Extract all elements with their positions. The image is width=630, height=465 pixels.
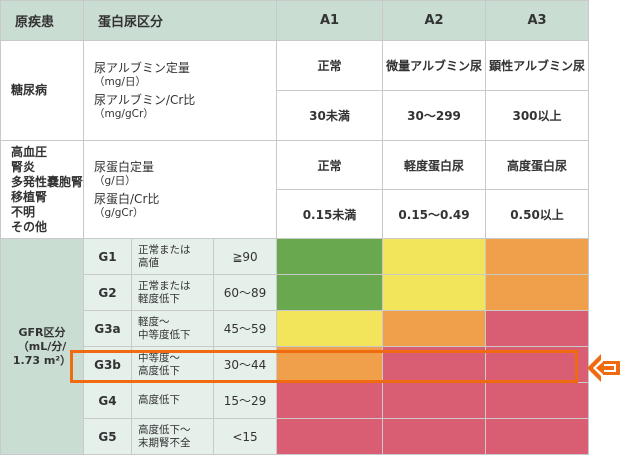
gfr-desc-line2: 末期腎不全	[138, 436, 191, 449]
gfr-desc-line1: 高度低下〜	[138, 423, 191, 436]
gfr-desc-line1: 軽度〜	[138, 315, 170, 328]
gfr-desc-line2: 軽度低下	[138, 292, 181, 305]
other-measure1: 尿蛋白定量	[94, 159, 155, 174]
header-disease: 原疾患	[0, 0, 85, 41]
risk-cell-red	[276, 418, 384, 455]
header-a2: A2	[382, 0, 487, 41]
gfr-row-g5: G5 高度低下〜 末期腎不全 <15	[1, 418, 590, 455]
diabetes-a2-label: 微量アルブミン尿	[382, 40, 487, 91]
gfr-grade: G1	[83, 238, 133, 275]
gfr-grade: G3a	[83, 310, 133, 347]
gfr-desc-line1: 高度低下	[138, 394, 181, 406]
diabetes-a1-label: 正常	[276, 40, 384, 91]
gfr-description: 高度低下〜 末期腎不全	[131, 418, 215, 455]
risk-cell-orange	[485, 274, 590, 311]
diabetes-unit1: （mg/日）	[94, 75, 146, 88]
other-disease-0: 高血圧	[11, 144, 48, 159]
diabetes-measures: 尿アルブミン定量 （mg/日） 尿アルブミン/Cr比 （mg/gCr）	[83, 40, 278, 141]
risk-cell-red	[276, 382, 384, 419]
risk-cell-red	[485, 418, 590, 455]
diabetes-a2-value: 30〜299	[382, 90, 487, 141]
other-disease-5: その他	[11, 219, 48, 234]
risk-cell-red	[485, 310, 590, 347]
other-unit1: （g/日）	[94, 174, 136, 187]
gfr-unit: （mL/分/	[17, 339, 67, 353]
disease-other: 高血圧 腎炎 多発性嚢胞腎 移植腎 不明 その他	[0, 140, 85, 239]
gfr-description: 正常または 高値	[131, 238, 215, 275]
gfr-row-g1: GFR区分 （mL/分/1.73 m²） G1 正常または 高値 ≧90	[0, 238, 590, 455]
gfr-desc-line1: 正常または	[138, 279, 191, 292]
other-a3-label: 高度蛋白尿	[485, 140, 590, 190]
arrow-left-icon	[587, 354, 620, 382]
gfr-row-g4: G4 高度低下 15〜29	[1, 382, 590, 419]
header-proteinuria-class: 蛋白尿区分	[83, 0, 278, 41]
gfr-grade: G4	[83, 382, 133, 419]
risk-cell-orange	[382, 310, 487, 347]
risk-cell-green	[276, 274, 384, 311]
other-disease-4: 不明	[11, 204, 36, 219]
gfr-range: 45〜59	[213, 310, 278, 347]
risk-cell-yellow	[382, 238, 487, 275]
gfr-row-g2: G2 正常または 軽度低下 60〜89	[1, 274, 590, 311]
gfr-desc-line1: 正常または	[138, 243, 191, 256]
other-measures: 尿蛋白定量 （g/日） 尿蛋白/Cr比 （g/gCr）	[83, 140, 278, 239]
gfr-desc-line2: 中等度低下	[138, 328, 191, 341]
other-a2-value: 0.15〜0.49	[382, 189, 487, 239]
gfr-description: 軽度〜 中等度低下	[131, 310, 215, 347]
other-disease-3: 移植腎	[11, 189, 48, 204]
gfr-grade: G2	[83, 274, 133, 311]
other-measure2: 尿蛋白/Cr比	[94, 191, 160, 206]
other-disease-1: 腎炎	[11, 159, 36, 174]
risk-cell-red	[382, 382, 487, 419]
gfr-description: 正常または 軽度低下	[131, 274, 215, 311]
other-disease-2: 多発性嚢胞腎	[11, 174, 84, 189]
gfr-rows: GFR区分 （mL/分/1.73 m²） G1 正常または 高値 ≧90 G2 正常または 軽度…	[0, 238, 590, 455]
gfr-class-label: GFR区分 （mL/分/1.73 m²）	[0, 238, 85, 455]
gfr-grade: G5	[83, 418, 133, 455]
other-unit2: （g/gCr）	[94, 206, 144, 219]
highlight-box	[70, 350, 578, 383]
gfr-unit2: 1.73 m²）	[12, 353, 72, 367]
gfr-row-g3a: G3a 軽度〜 中等度低下 45〜59	[1, 310, 590, 347]
gfr-range: 15〜29	[213, 382, 278, 419]
risk-cell-red	[485, 382, 590, 419]
risk-cell-orange	[485, 238, 590, 275]
header-a3: A3	[485, 0, 590, 41]
diabetes-measure2: 尿アルブミン/Cr比	[94, 92, 196, 107]
gfr-range: <15	[213, 418, 278, 455]
other-a2-label: 軽度蛋白尿	[382, 140, 487, 190]
other-a1-value: 0.15未満	[276, 189, 384, 239]
header-a1: A1	[276, 0, 384, 41]
diabetes-measure1: 尿アルブミン定量	[94, 60, 190, 75]
diabetes-a3-label: 顕性アルブミン尿	[485, 40, 590, 91]
diabetes-a3-value: 300以上	[485, 90, 590, 141]
risk-cell-yellow	[382, 274, 487, 311]
gfr-desc-line2: 高値	[138, 256, 160, 269]
ckd-staging-table: 原疾患 蛋白尿区分 A1 A2 A3 糖尿病 尿アルブミン定量 （mg/日） 尿…	[0, 0, 590, 455]
risk-cell-green	[276, 238, 384, 275]
other-a1-label: 正常	[276, 140, 384, 190]
gfr-range: 60〜89	[213, 274, 278, 311]
gfr-desc-line2: 高度低下	[138, 364, 181, 377]
gfr-desc-line1: 中等度〜	[138, 351, 181, 364]
risk-cell-yellow	[276, 310, 384, 347]
gfr-title: GFR区分	[18, 325, 66, 339]
risk-cell-red	[382, 418, 487, 455]
diabetes-a1-value: 30未満	[276, 90, 384, 141]
gfr-description: 高度低下	[131, 382, 215, 419]
disease-diabetes: 糖尿病	[0, 40, 85, 141]
gfr-range: ≧90	[213, 238, 278, 275]
other-a3-value: 0.50以上	[485, 189, 590, 239]
diabetes-unit2: （mg/gCr）	[94, 107, 154, 120]
